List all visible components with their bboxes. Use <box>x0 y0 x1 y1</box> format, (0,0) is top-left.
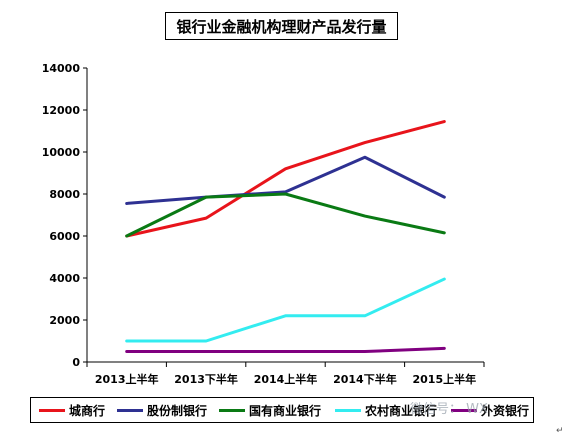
x-tick-label: 2015上半年 <box>412 372 476 386</box>
series-line-3 <box>125 192 446 238</box>
x-tick-label: 2014下半年 <box>333 372 397 386</box>
series-line-4 <box>125 277 446 343</box>
legend-swatch <box>39 408 65 412</box>
x-tick-label: 2014上半年 <box>254 372 318 386</box>
legend-swatch <box>451 408 477 412</box>
x-axis-ticks: 2013上半年 2013下半年 2014上半年 2014下半年 2015上半年 <box>86 362 485 386</box>
legend-label: 城商行 <box>69 403 106 418</box>
y-tick-label: 14000 <box>42 62 81 75</box>
return-mark: ↵ <box>556 426 564 436</box>
legend-swatch <box>219 408 245 412</box>
legend-swatch <box>335 408 361 412</box>
y-tick-label: 8000 <box>49 188 80 201</box>
y-tick-label: 12000 <box>42 104 81 117</box>
y-tick-label: 6000 <box>49 230 80 243</box>
y-tick-label: 0 <box>72 356 80 369</box>
series-line-1 <box>125 120 446 238</box>
chart-axes <box>86 68 484 363</box>
series-lines <box>125 120 446 353</box>
chart-title: 银行业金融机构理财产品发行量 <box>165 12 398 40</box>
x-tick-label: 2013下半年 <box>174 372 238 386</box>
chart-legend: 城商行 股份制银行 国有商业银行 农村商业银行 外资银行 <box>30 397 534 423</box>
watermark-text: 微信号： WX <box>410 402 488 417</box>
y-axis-ticks: 14000 12000 10000 8000 6000 4000 2000 0 <box>42 62 87 369</box>
legend-label: 国有商业银行 <box>249 403 322 418</box>
series-line-5 <box>125 346 446 353</box>
legend-swatch <box>117 408 143 412</box>
legend-item-series-2: 股份制银行 <box>117 398 207 422</box>
y-tick-label: 10000 <box>42 146 81 159</box>
x-tick-label: 2013上半年 <box>95 372 159 386</box>
legend-item-series-4: 农村商业银行 <box>335 398 437 422</box>
y-tick-label: 4000 <box>49 272 80 285</box>
legend-label: 外资银行 <box>481 403 530 418</box>
legend-item-series-5: 外资银行 <box>451 398 529 422</box>
y-tick-label: 2000 <box>49 314 80 327</box>
series-line-2 <box>125 155 446 205</box>
legend-item-series-3: 国有商业银行 <box>219 398 321 422</box>
legend-label: 股份制银行 <box>147 403 208 418</box>
legend-label: 农村商业银行 <box>365 403 438 418</box>
legend-item-series-1: 城商行 <box>39 398 105 422</box>
